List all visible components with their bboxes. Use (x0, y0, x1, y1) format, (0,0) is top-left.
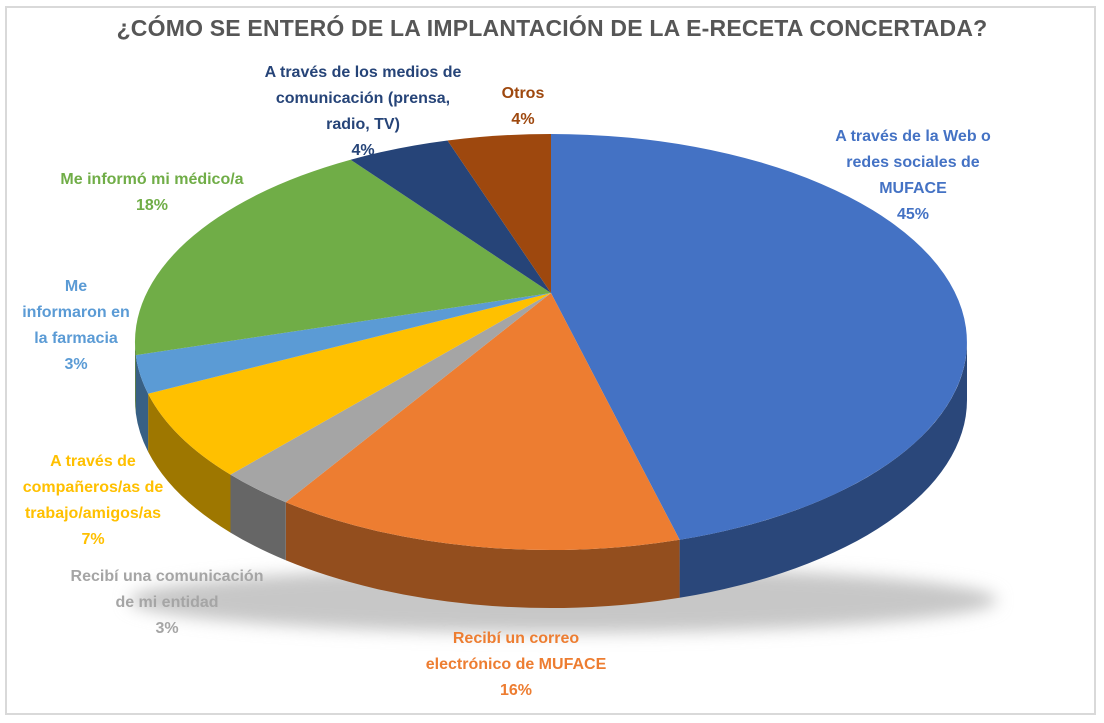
pie-slice-side-correo-electronico-muface (285, 502, 680, 609)
pie-slice-otros (447, 133, 551, 293)
pie-slice-side-informo-medico (134, 342, 136, 414)
pie-slice-correo-electronico-muface (285, 293, 680, 551)
pie-slice-medios-comunicacion (350, 140, 551, 293)
pie-slice-web-redes-muface (551, 134, 967, 540)
pie-slice-comunicacion-entidad (230, 293, 551, 503)
pie-slice-side-informaron-farmacia (135, 355, 149, 452)
pie-slice-companeros-trabajo-amigos (148, 293, 551, 475)
pie-slice-side-comunicacion-entidad (230, 474, 286, 561)
pie-slice-side-companeros-trabajo-amigos (148, 393, 231, 533)
pie-slice-side-web-redes-muface (679, 342, 967, 598)
pie-slice-informaron-farmacia (135, 293, 552, 394)
chart-title: ¿CÓMO SE ENTERÓ DE LA IMPLANTACIÓN DE LA… (116, 15, 988, 41)
pie-slice-informo-medico (134, 159, 552, 356)
